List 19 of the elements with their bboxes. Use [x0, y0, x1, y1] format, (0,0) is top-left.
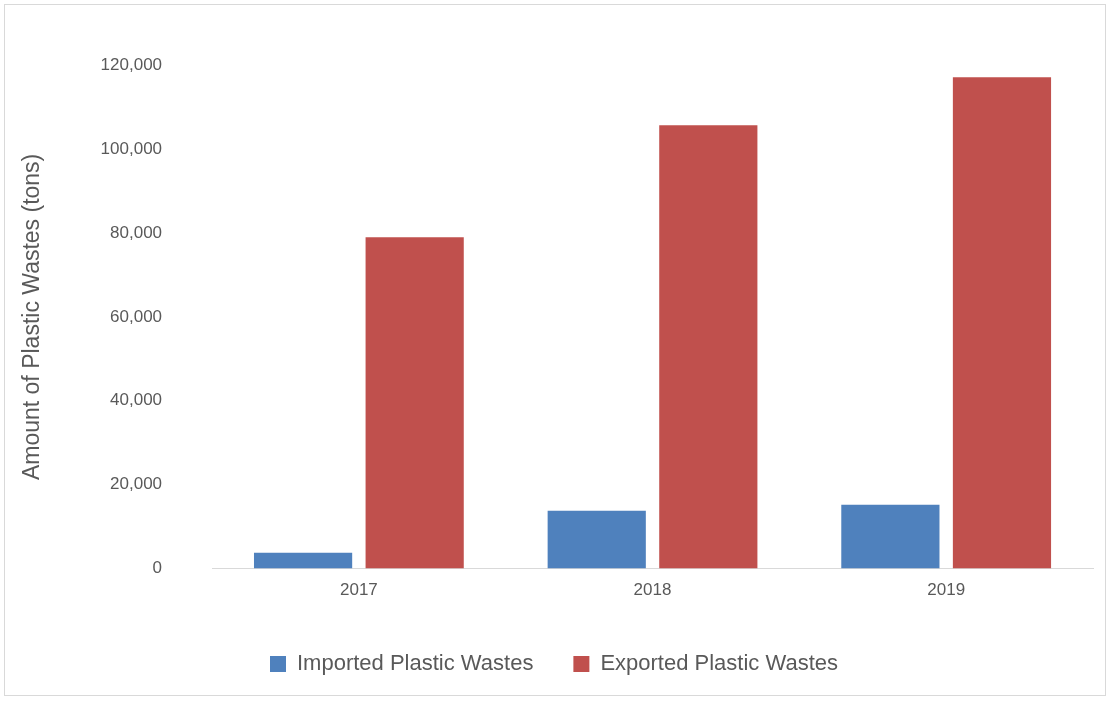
x-tick-label: 2019: [927, 580, 966, 600]
legend-label: Imported Plastic Wastes: [297, 650, 534, 676]
bar: [841, 504, 940, 569]
bar: [365, 237, 464, 569]
y-tick-label: 40,000: [110, 390, 163, 410]
y-tick-label: 80,000: [110, 222, 163, 242]
bar: [547, 510, 646, 569]
legend-label: Exported Plastic Wastes: [600, 650, 838, 676]
x-tick-label: 2017: [339, 580, 378, 600]
y-tick-label: 100,000: [100, 138, 163, 158]
bar: [253, 552, 353, 569]
y-tick-label: 20,000: [110, 474, 163, 494]
x-tick-label: 2018: [633, 580, 672, 600]
y-tick-label: 60,000: [110, 306, 163, 326]
bar: [659, 125, 758, 569]
y-tick-label: 120,000: [100, 54, 163, 74]
y-tick-label: 0: [152, 558, 163, 578]
y-axis-title: Amount of Plastic Wastes (tons): [18, 153, 45, 481]
bar: [952, 77, 1052, 569]
